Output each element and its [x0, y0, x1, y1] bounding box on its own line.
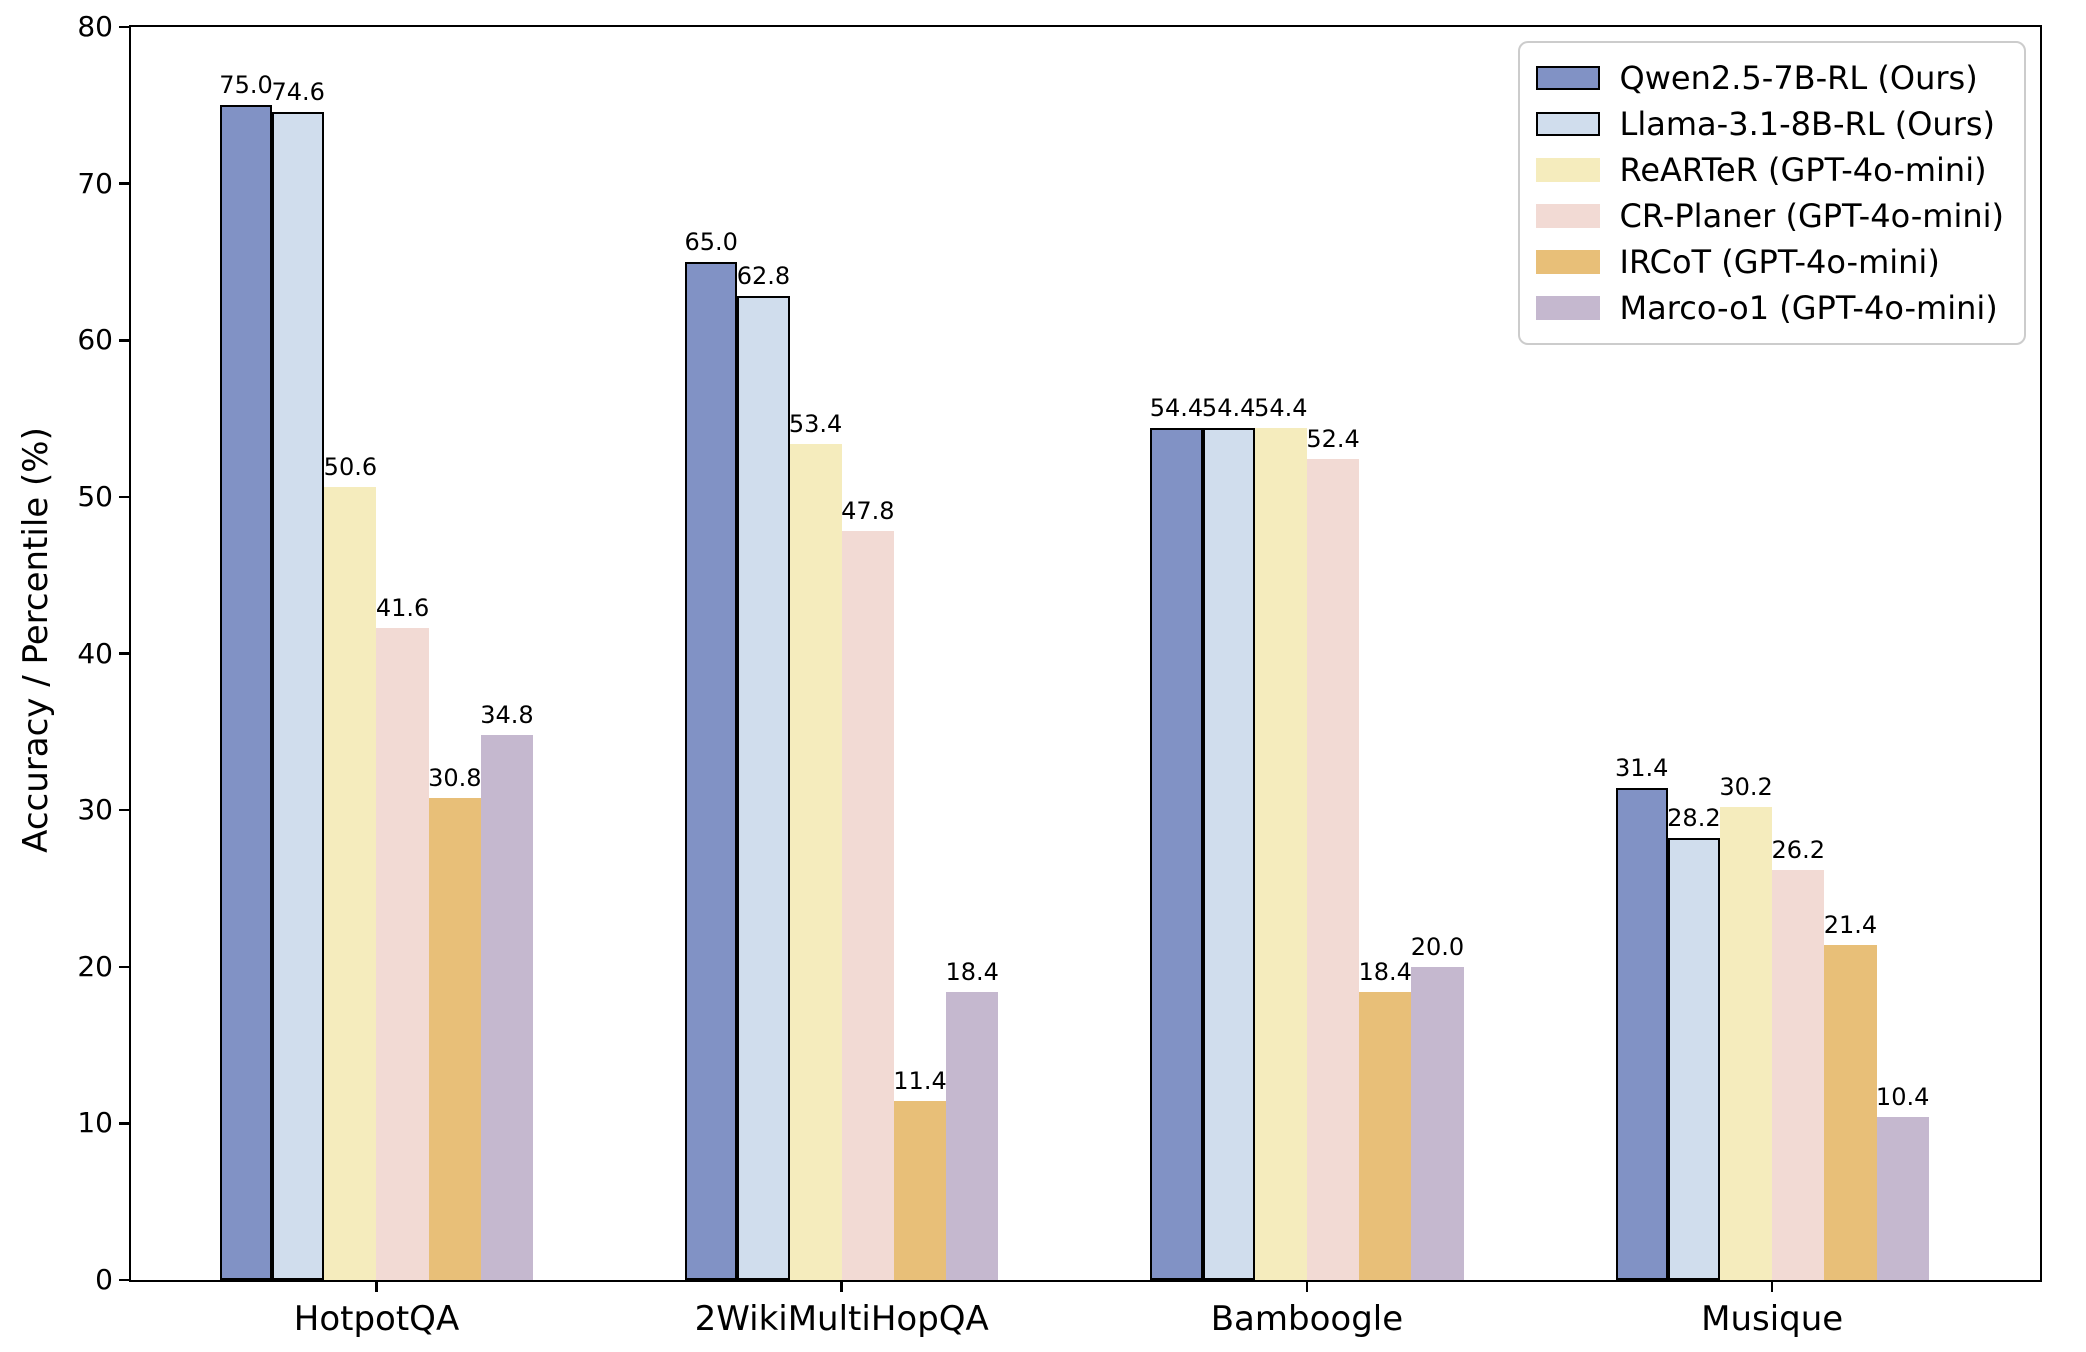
bar-value-label: 74.6: [271, 77, 325, 106]
bar: [480, 734, 534, 1280]
x-tick-mark: [1770, 1280, 1774, 1292]
y-tick-label: 30: [77, 793, 113, 827]
x-tick-label: 2WikiMultiHopQA: [694, 1299, 989, 1339]
bar-value-label: 47.8: [841, 497, 895, 526]
y-tick-mark: [119, 1122, 131, 1125]
legend-swatch-icon: [1535, 296, 1600, 320]
y-tick-label: 10: [77, 1106, 113, 1140]
bar-value-label: 28.2: [1667, 804, 1721, 833]
bar-value-label: 18.4: [1358, 957, 1412, 986]
bar-value-label: 20.0: [1410, 932, 1465, 961]
bar: [1719, 807, 1773, 1280]
y-tick-label: 70: [77, 166, 113, 200]
bar: [1772, 869, 1825, 1280]
bar-value-label: 62.8: [736, 262, 791, 291]
bar: [946, 991, 999, 1280]
bar-value-label: 26.2: [1771, 835, 1825, 864]
bar: [219, 105, 273, 1280]
legend-item: ReARTeR (GPT-4o-mini): [1535, 147, 2004, 193]
legend-swatch-icon: [1535, 158, 1600, 182]
legend-label: CR-Planer (GPT-4o-mini): [1619, 197, 2004, 235]
y-tick-mark: [119, 808, 131, 812]
bar-value-label: 52.4: [1306, 425, 1360, 454]
plot-area: Qwen2.5-7B-RL (Ours) Llama-3.1-8B-RL (Our…: [77, 13, 2042, 1336]
bar: [737, 296, 790, 1280]
bar-value-label: 30.8: [428, 763, 482, 792]
x-tick-mark: [375, 1280, 378, 1292]
bar: [1615, 788, 1668, 1280]
legend-label: Qwen2.5-7B-RL (Ours): [1619, 59, 1978, 97]
y-tick-label: 0: [95, 1263, 113, 1296]
bar: [841, 531, 894, 1280]
bar-value-label: 11.4: [893, 1067, 947, 1096]
bar: [1254, 427, 1307, 1280]
y-tick-label: 40: [77, 636, 113, 670]
legend: Qwen2.5-7B-RL (Ours) Llama-3.1-8B-RL (Our…: [1517, 41, 2026, 345]
y-tick-mark: [119, 339, 131, 342]
bar-value-label: 18.4: [945, 957, 999, 986]
legend-item: Llama-3.1-8B-RL (Ours): [1535, 101, 2004, 147]
legend-swatch-icon: [1535, 250, 1600, 274]
y-tick-mark: [119, 25, 131, 29]
legend-swatch-icon: [1535, 66, 1600, 90]
bar: [1876, 1117, 1929, 1280]
bar: [1202, 427, 1255, 1280]
y-tick-label: 50: [77, 479, 113, 513]
bar-value-label: 54.4: [1149, 393, 1204, 422]
bar-value-label: 10.4: [1875, 1083, 1930, 1112]
x-tick-label: HotpotQA: [293, 1299, 460, 1339]
legend-item: IRCoT (GPT-4o-mini): [1535, 239, 2004, 285]
bar-value-label: 54.4: [1201, 393, 1256, 422]
bar-value-label: 54.4: [1254, 393, 1308, 422]
x-tick-mark: [840, 1280, 843, 1292]
legend-label: Marco-o1 (GPT-4o-mini): [1619, 289, 1998, 327]
legend-item: Qwen2.5-7B-RL (Ours): [1535, 55, 2004, 101]
legend-swatch-icon: [1535, 204, 1600, 228]
bar-value-label: 31.4: [1614, 754, 1669, 783]
legend-swatch-icon: [1535, 112, 1600, 136]
y-tick-label: 80: [77, 10, 113, 43]
bar: [893, 1101, 947, 1280]
bar: [789, 443, 842, 1280]
legend-label: ReARTeR (GPT-4o-mini): [1619, 151, 1987, 189]
bar-value-label: 75.0: [219, 71, 273, 100]
bar-value-label: 21.4: [1823, 910, 1878, 939]
y-tick-label: 20: [77, 949, 113, 983]
bar: [428, 797, 481, 1280]
bar: [1359, 991, 1412, 1280]
legend-item: CR-Planer (GPT-4o-mini): [1535, 193, 2004, 239]
bar: [376, 628, 429, 1280]
legend-label: IRCoT (GPT-4o-mini): [1619, 243, 1940, 281]
bar-value-label: 53.4: [788, 409, 843, 438]
bar-value-label: 34.8: [480, 700, 534, 729]
y-tick-mark: [119, 652, 131, 655]
y-tick-label: 60: [77, 323, 113, 357]
x-tick-mark: [1305, 1280, 1309, 1292]
x-tick-label: Musique: [1701, 1299, 1844, 1339]
bar-value-label: 65.0: [684, 227, 738, 256]
bar: [685, 261, 738, 1280]
y-tick-mark: [119, 495, 131, 499]
bar: [1411, 966, 1464, 1280]
bar-value-label: 50.6: [323, 453, 378, 482]
legend-label: Llama-3.1-8B-RL (Ours): [1619, 105, 1995, 143]
bar: [1150, 427, 1203, 1280]
bar: [324, 487, 377, 1280]
y-axis-title: Accuracy / Percentile (%): [16, 427, 56, 853]
bar: [1667, 838, 1720, 1280]
bar: [272, 111, 325, 1280]
y-tick-mark: [119, 1278, 131, 1282]
bar-value-label: 30.2: [1719, 773, 1773, 801]
bar-value-label: 41.6: [375, 594, 430, 623]
bar: [1306, 459, 1360, 1280]
legend-item: Marco-o1 (GPT-4o-mini): [1535, 285, 2004, 331]
bar: [1824, 944, 1877, 1280]
y-tick-mark: [119, 965, 131, 968]
y-tick-mark: [119, 182, 131, 185]
x-tick-label: Bamboogle: [1210, 1299, 1404, 1339]
